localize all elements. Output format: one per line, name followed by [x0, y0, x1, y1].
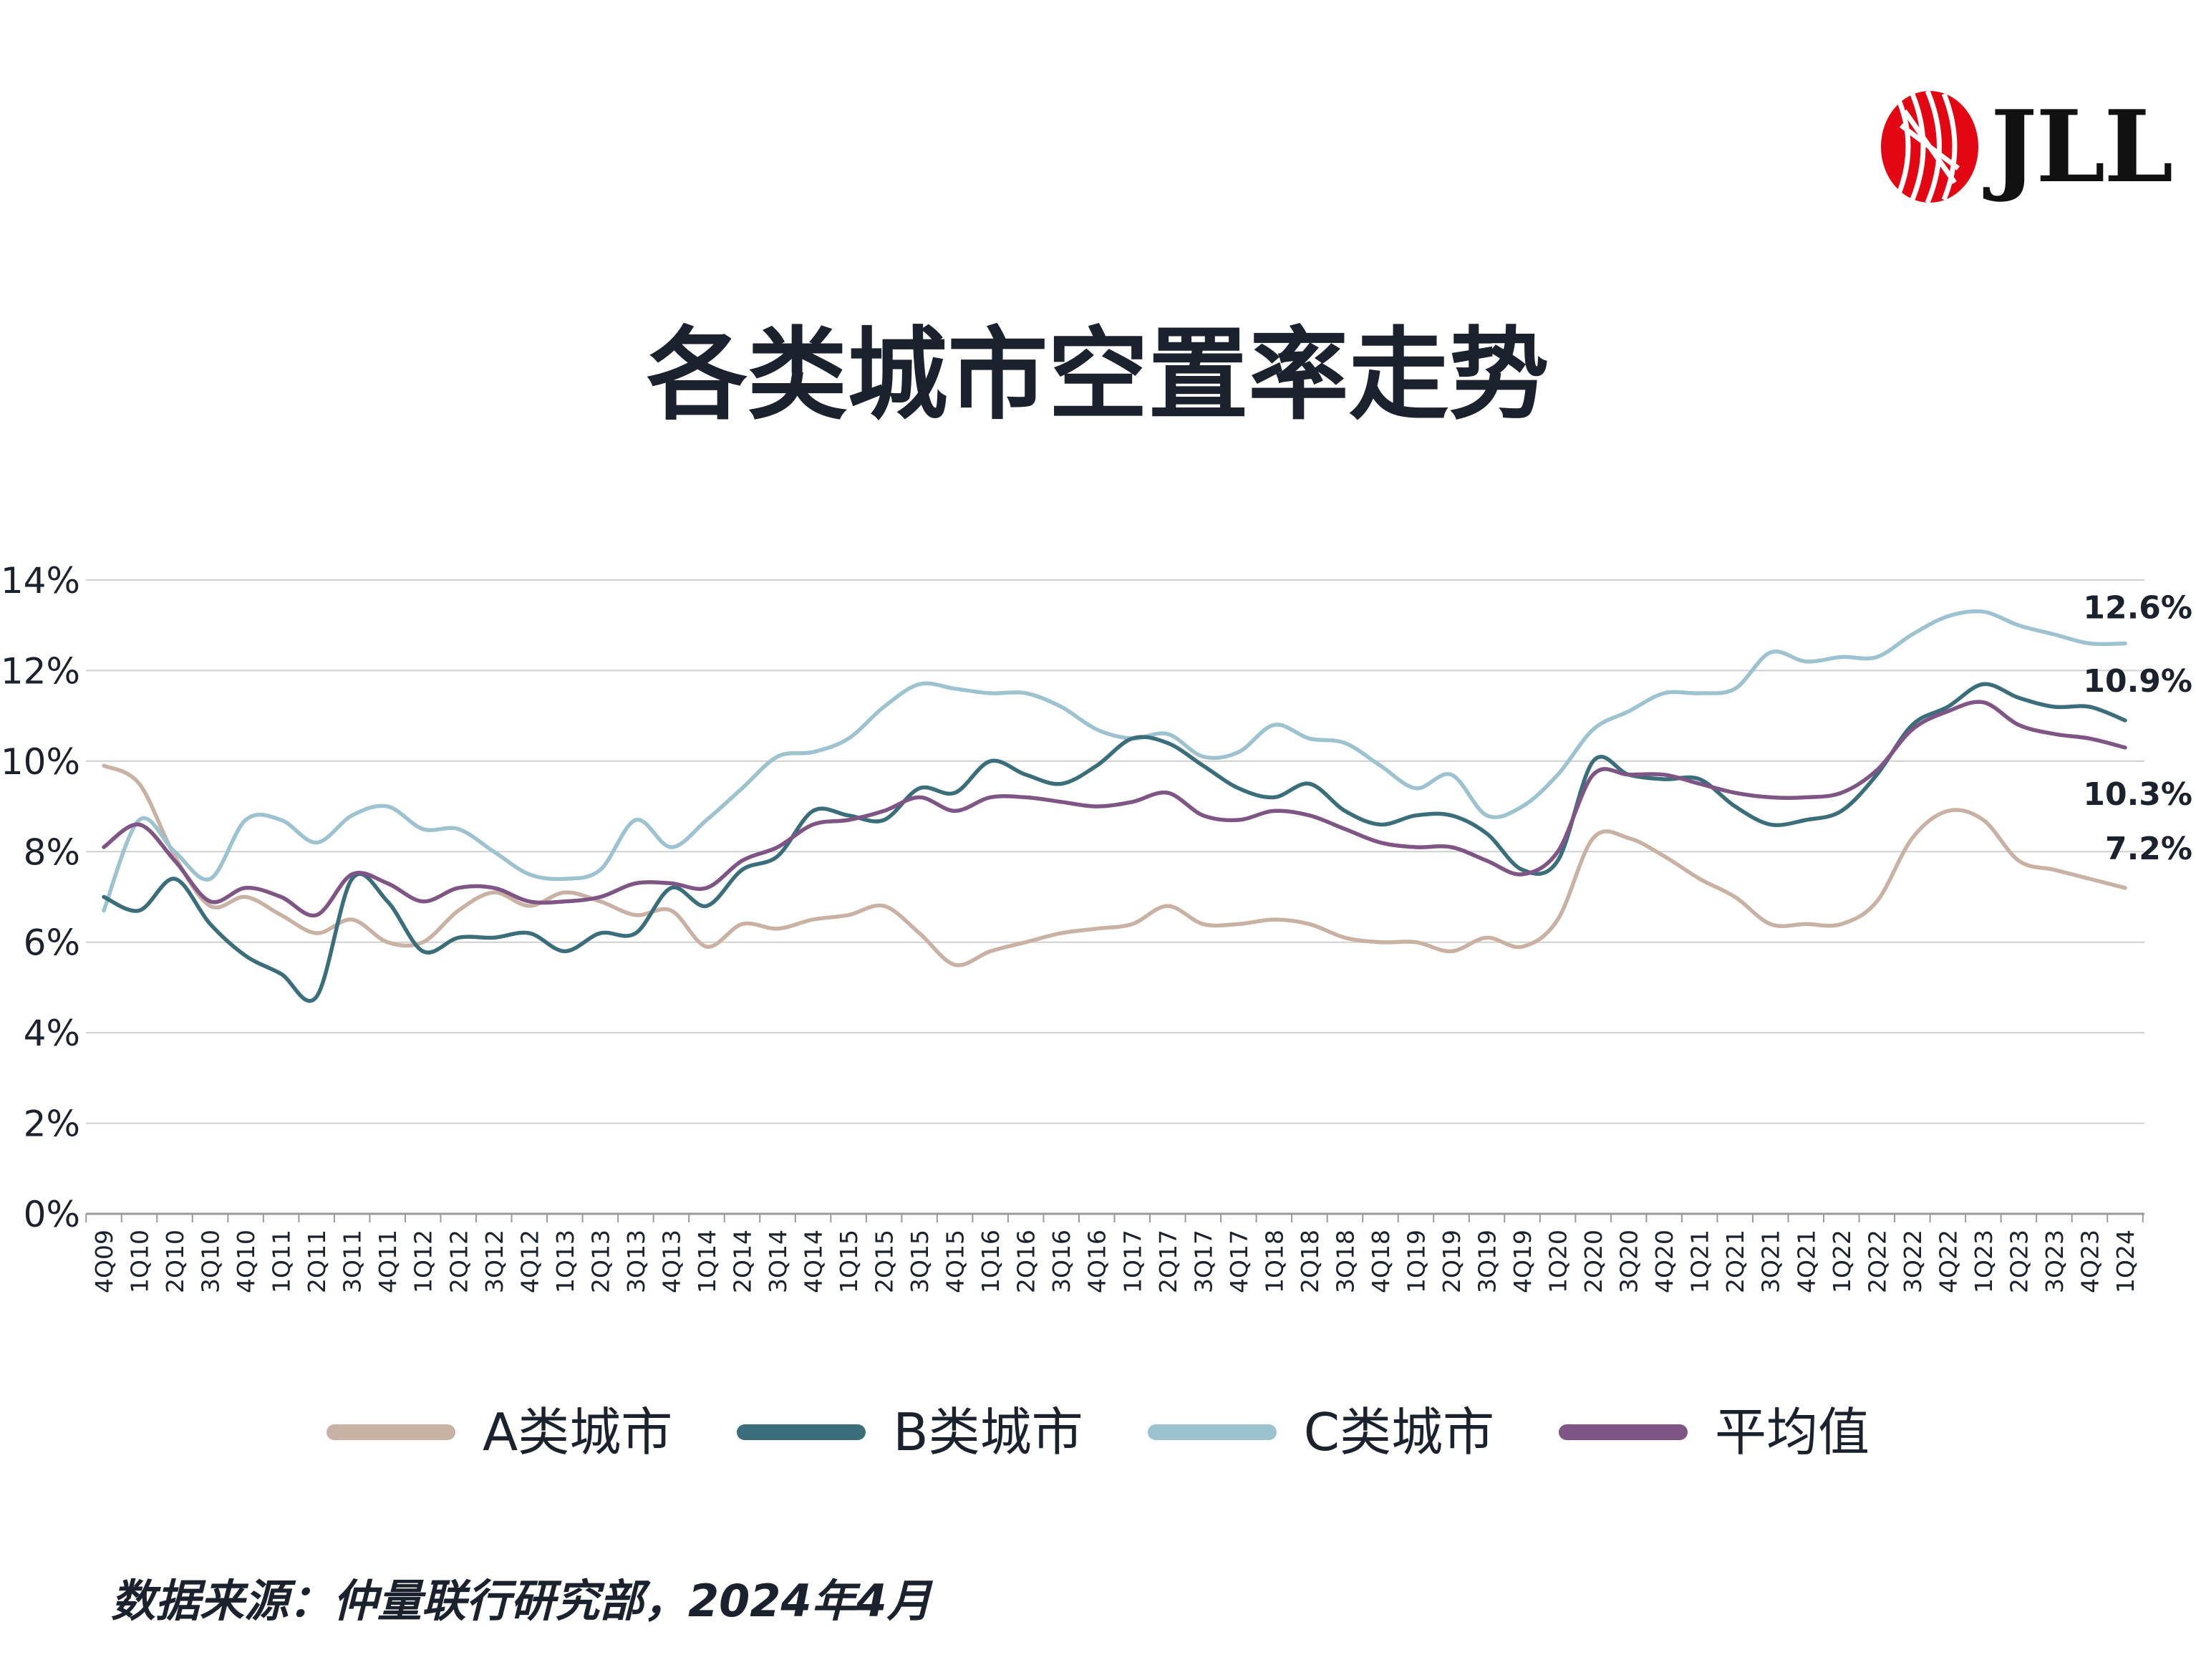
legend-item-average[interactable]: 平均值 [1558, 1402, 1869, 1462]
x-tick-label: 4Q21 [1792, 1230, 1820, 1293]
x-tick-label: 2Q14 [728, 1230, 756, 1293]
x-tick-label: 4Q10 [232, 1230, 260, 1293]
y-tick-label: 6% [24, 922, 80, 964]
x-tick-label: 4Q23 [2076, 1230, 2104, 1293]
x-tick-label: 1Q19 [1402, 1230, 1430, 1293]
x-tick-label: 1Q14 [693, 1230, 721, 1293]
x-tick-label: 4Q14 [800, 1230, 828, 1293]
y-tick-label: 0% [24, 1194, 80, 1235]
x-tick-label: 3Q22 [1899, 1230, 1927, 1293]
y-tick-label: 10% [1, 741, 80, 783]
x-tick-label: 3Q10 [197, 1230, 225, 1293]
x-tick-label: 4Q13 [657, 1230, 685, 1293]
x-tick-label: 2Q23 [2005, 1230, 2033, 1293]
x-tick-label: 3Q11 [339, 1230, 367, 1293]
x-tick-label: 3Q12 [480, 1230, 508, 1293]
x-tick-label: 3Q16 [1048, 1230, 1075, 1293]
x-tick-label: 1Q12 [410, 1230, 437, 1293]
x-tick-label: 1Q10 [126, 1230, 154, 1293]
legend-swatch-b [737, 1424, 866, 1440]
jll-logo: JLL [1876, 82, 2173, 211]
x-tick-label: 4Q15 [942, 1230, 969, 1293]
x-tick-label: 2Q16 [1012, 1230, 1040, 1293]
legend-swatch-average [1558, 1424, 1688, 1440]
legend-item-b[interactable]: B类城市 [737, 1404, 1083, 1461]
x-tick-label: 3Q14 [764, 1230, 792, 1293]
x-tick-label: 4Q16 [1083, 1230, 1111, 1293]
legend-item-a[interactable]: A类城市 [327, 1404, 672, 1461]
legend-label-average: 平均值 [1714, 1402, 1869, 1462]
x-tick-label: 1Q23 [1970, 1230, 1998, 1293]
x-tick-label: 4Q12 [516, 1230, 543, 1293]
x-tick-label: 4Q19 [1509, 1230, 1537, 1293]
series-lines [102, 609, 2127, 1003]
x-tick-label: 2Q22 [1863, 1230, 1891, 1293]
legend-swatch-a [327, 1424, 456, 1440]
x-tick-label: 1Q13 [551, 1230, 579, 1293]
x-tick-label: 3Q15 [906, 1230, 934, 1293]
series-line-average [102, 700, 2127, 918]
x-tick-label: 4Q22 [1934, 1230, 1962, 1293]
x-tick-label: 2Q10 [161, 1230, 189, 1293]
series-line-a [102, 763, 2127, 967]
legend-label-c: C类城市 [1303, 1402, 1494, 1462]
x-tick-label: 1Q15 [835, 1230, 863, 1293]
x-tick-label: 1Q16 [977, 1230, 1005, 1293]
y-tick-label: 12% [1, 650, 80, 692]
x-tick-label: 2Q17 [1154, 1230, 1182, 1293]
x-tick-label: 2Q19 [1438, 1230, 1466, 1293]
x-tick-label: 1Q24 [2112, 1230, 2139, 1293]
x-tick-label: 2Q13 [586, 1230, 614, 1293]
y-axis-ticks: 0% 2% 4% 6% 8% 10% 12% 14% [1, 560, 80, 1235]
legend-label-a: A类城市 [483, 1402, 673, 1462]
legend-swatch-c [1147, 1424, 1277, 1440]
x-tick-label: 3Q20 [1615, 1230, 1643, 1293]
x-tick-label: 4Q18 [1367, 1230, 1395, 1293]
chart-title: 各类城市空置率走势 [647, 317, 1549, 434]
jll-logo-text: JLL [1991, 88, 2173, 205]
x-tick-label: 1Q22 [1828, 1230, 1856, 1293]
x-tick-label: 3Q13 [622, 1230, 650, 1293]
x-tick-label: 1Q11 [268, 1230, 296, 1293]
x-tick-label: 2Q21 [1721, 1230, 1749, 1293]
series-line-c [102, 609, 2127, 913]
x-tick-label: 4Q20 [1650, 1230, 1678, 1293]
x-tick-label: 2Q20 [1580, 1230, 1607, 1293]
x-tick-label: 3Q17 [1189, 1230, 1217, 1293]
grid-lines [86, 579, 2144, 1124]
end-labels: 7.2% 10.9% 12.6% 10.3% [2083, 590, 2192, 867]
x-tick-label: 3Q23 [2041, 1230, 2069, 1293]
y-tick-label: 4% [24, 1013, 80, 1054]
x-tick-label: 2Q15 [871, 1230, 899, 1293]
x-tick-label: 3Q21 [1757, 1230, 1785, 1293]
x-tick-label: 2Q18 [1296, 1230, 1324, 1293]
y-tick-label: 14% [1, 560, 80, 602]
x-tick-label: 2Q11 [303, 1230, 331, 1293]
x-tick-label: 1Q18 [1260, 1230, 1288, 1293]
x-tick-label: 4Q09 [90, 1230, 118, 1293]
y-tick-label: 2% [24, 1104, 80, 1145]
end-label-a: 7.2% [2105, 831, 2192, 867]
x-tick-label: 1Q20 [1544, 1230, 1572, 1293]
series-line-b [102, 682, 2127, 1003]
end-label-c: 12.6% [2083, 590, 2192, 627]
source-note: 数据来源：仲量联行研究部，2024年4月 [111, 1575, 932, 1627]
x-tick-label: 4Q17 [1225, 1230, 1253, 1293]
end-label-average: 10.3% [2083, 776, 2192, 813]
end-label-b: 10.9% [2083, 663, 2192, 700]
x-tick-label: 1Q17 [1118, 1230, 1146, 1293]
legend-item-c[interactable]: C类城市 [1147, 1402, 1494, 1462]
x-tick-label: 3Q19 [1474, 1230, 1501, 1293]
legend: A类城市 B类城市 C类城市 平均值 [0, 1400, 2196, 1464]
x-tick-label: 2Q12 [445, 1230, 473, 1293]
x-tick-label: 1Q21 [1686, 1230, 1714, 1293]
x-tick-label: 3Q18 [1331, 1230, 1359, 1293]
x-tick-label: 4Q11 [374, 1230, 402, 1293]
jll-logo-icon [1881, 90, 1978, 204]
y-tick-label: 8% [24, 831, 80, 873]
legend-label-b: B类城市 [893, 1402, 1083, 1462]
x-axis: 4Q09 1Q10 2Q10 3Q10 4Q10 1Q11 2Q11 3Q11 4Q11 1Q12… [85, 1212, 2144, 1293]
